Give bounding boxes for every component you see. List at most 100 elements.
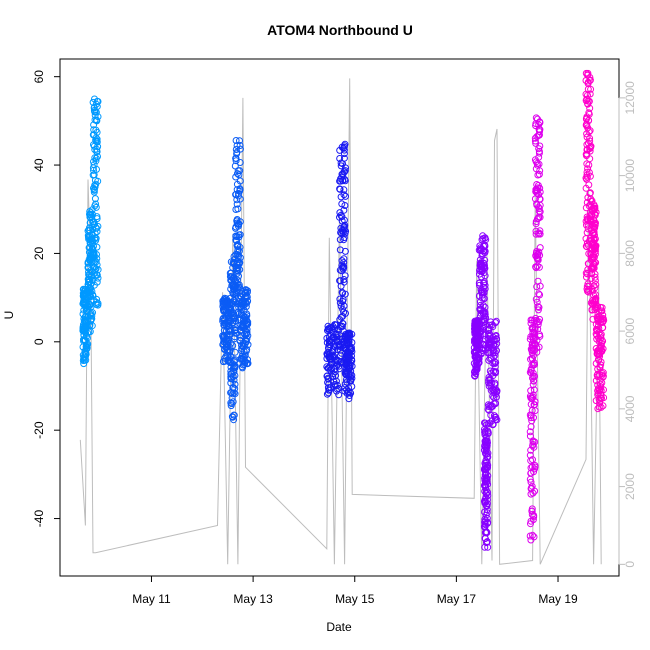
data-point bbox=[481, 520, 489, 528]
x-tick-label: May 13 bbox=[233, 592, 273, 606]
data-point bbox=[588, 306, 596, 314]
data-point bbox=[597, 330, 605, 338]
data-point bbox=[323, 390, 331, 398]
data-point bbox=[487, 318, 495, 326]
data-point bbox=[234, 264, 242, 272]
data-point bbox=[471, 368, 479, 376]
data-point bbox=[234, 242, 242, 250]
data-point bbox=[87, 211, 95, 219]
data-point bbox=[479, 259, 487, 267]
data-point bbox=[487, 411, 495, 419]
data-point bbox=[237, 292, 245, 300]
data-point bbox=[583, 171, 591, 179]
data-point bbox=[594, 405, 602, 413]
data-point bbox=[536, 142, 544, 150]
y2-axis: 0 2000 4000 6000 8000 10000 12000 bbox=[618, 81, 637, 568]
data-point bbox=[485, 356, 493, 364]
data-point bbox=[342, 192, 349, 200]
data-point bbox=[486, 332, 493, 340]
data-point bbox=[323, 355, 331, 362]
data-point bbox=[90, 106, 98, 114]
data-point bbox=[339, 265, 347, 273]
data-point bbox=[337, 159, 345, 167]
data-point bbox=[531, 156, 539, 164]
data-point bbox=[93, 243, 101, 251]
data-point bbox=[484, 449, 492, 457]
data-point bbox=[227, 304, 235, 312]
data-point bbox=[336, 155, 344, 162]
data-point bbox=[88, 322, 96, 330]
data-point bbox=[335, 362, 343, 370]
y-axis-label: U bbox=[2, 311, 16, 320]
data-point bbox=[228, 310, 236, 317]
data-point bbox=[236, 142, 244, 149]
data-point bbox=[480, 288, 488, 296]
data-point bbox=[340, 216, 348, 224]
data-point bbox=[583, 95, 591, 103]
data-point bbox=[340, 278, 348, 286]
data-point bbox=[344, 340, 352, 348]
data-point bbox=[584, 139, 592, 147]
data-point bbox=[480, 279, 487, 287]
data-point bbox=[348, 352, 355, 360]
data-point bbox=[490, 367, 497, 375]
data-point bbox=[529, 456, 536, 464]
data-point bbox=[236, 266, 244, 274]
data-point bbox=[584, 71, 592, 79]
data-point bbox=[594, 373, 602, 381]
series-1 bbox=[79, 95, 102, 368]
data-point bbox=[597, 334, 605, 342]
data-point bbox=[536, 244, 544, 252]
data-point bbox=[91, 266, 99, 274]
data-point bbox=[234, 222, 242, 230]
data-point bbox=[530, 414, 537, 422]
data-point bbox=[595, 307, 603, 315]
data-point bbox=[233, 216, 241, 223]
data-point bbox=[529, 393, 537, 401]
data-point bbox=[233, 241, 241, 249]
data-point bbox=[230, 411, 238, 419]
data-point bbox=[323, 339, 331, 347]
data-point bbox=[476, 242, 484, 250]
data-point bbox=[484, 429, 492, 436]
data-point bbox=[535, 170, 543, 178]
data-point bbox=[484, 439, 491, 447]
data-point bbox=[238, 290, 246, 298]
data-point bbox=[527, 319, 535, 327]
data-point bbox=[589, 264, 597, 272]
data-point bbox=[226, 273, 234, 280]
data-point bbox=[336, 236, 344, 244]
data-point bbox=[484, 344, 492, 352]
data-point bbox=[236, 185, 244, 193]
data-point bbox=[232, 232, 240, 240]
data-point bbox=[536, 184, 544, 192]
data-point bbox=[239, 364, 246, 372]
data-point bbox=[476, 298, 484, 306]
series-4 bbox=[470, 232, 501, 551]
data-point bbox=[484, 420, 492, 428]
data-point bbox=[587, 143, 594, 151]
data-point bbox=[527, 536, 535, 544]
data-point bbox=[586, 90, 594, 98]
data-point bbox=[229, 384, 237, 391]
data-point bbox=[232, 317, 240, 325]
data-point bbox=[232, 190, 240, 198]
y-tick-label: 60 bbox=[32, 70, 46, 84]
data-point bbox=[90, 186, 98, 194]
data-point bbox=[476, 306, 484, 314]
data-point bbox=[582, 69, 590, 77]
data-point bbox=[493, 335, 500, 343]
data-point bbox=[84, 303, 92, 311]
data-point bbox=[226, 300, 234, 308]
data-point bbox=[93, 213, 101, 221]
data-point bbox=[588, 197, 596, 205]
data-point bbox=[477, 259, 485, 267]
data-point bbox=[484, 472, 492, 480]
data-point bbox=[534, 306, 542, 314]
data-point bbox=[536, 201, 544, 209]
data-point bbox=[481, 499, 489, 507]
data-point bbox=[340, 255, 348, 263]
data-point bbox=[531, 462, 539, 469]
data-point bbox=[236, 137, 243, 145]
data-point bbox=[324, 325, 332, 333]
